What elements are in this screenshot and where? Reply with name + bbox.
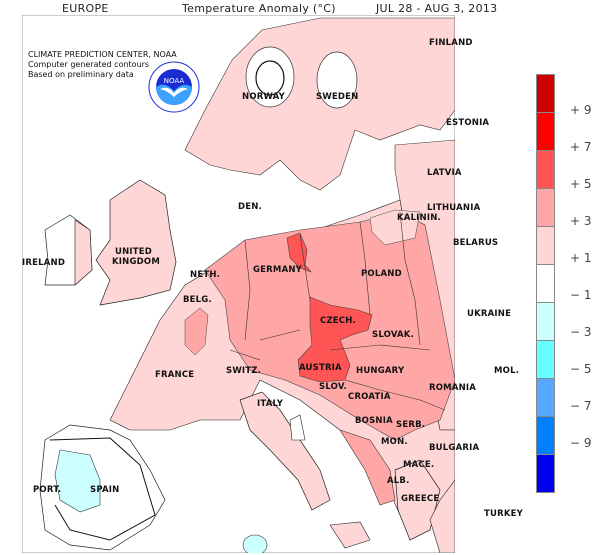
country-label: UKRAINE [467, 309, 512, 319]
color-legend [536, 74, 555, 493]
noaa-logo: NOAA [148, 61, 200, 113]
country-label: SERB. [396, 420, 426, 430]
legend-tick-label: + 9 [570, 103, 592, 117]
country-label: GERMANY [253, 265, 303, 275]
country-label: BELARUS [453, 238, 499, 248]
map-canvas [22, 15, 455, 553]
country-label: MACE. [403, 460, 435, 470]
country-label: IRELAND [22, 258, 66, 268]
legend-tick-label: − 9 [570, 436, 592, 450]
country-label: CZECH. [320, 316, 356, 326]
region-title: EUROPE [62, 2, 109, 15]
country-label: NETH. [190, 270, 221, 280]
country-label: PORT. [33, 485, 62, 495]
country-label: FINLAND [429, 38, 473, 48]
legend-swatch [536, 264, 555, 302]
date-range: JUL 28 - AUG 3, 2013 [376, 2, 498, 15]
country-label: ROMANIA [429, 383, 477, 393]
legend-swatch [536, 112, 555, 150]
legend-swatch [536, 454, 555, 493]
legend-swatch [536, 302, 555, 340]
country-label: SPAIN [90, 485, 120, 495]
country-label: BELG. [183, 295, 212, 305]
country-label: HUNGARY [356, 366, 405, 376]
country-label: BOSNIA [355, 416, 393, 426]
map-title: Temperature Anomaly (°C) [182, 2, 336, 15]
legend-swatch [536, 378, 555, 416]
legend-swatch [536, 340, 555, 378]
legend-tick-label: − 3 [570, 325, 592, 339]
country-label: ALB. [387, 476, 410, 486]
legend-swatch [536, 416, 555, 454]
country-label: KINGDOM [112, 257, 160, 267]
legend-swatch [536, 188, 555, 226]
country-label: UNITED [115, 247, 153, 257]
country-label: ESTONIA [446, 118, 490, 128]
legend-tick-label: − 5 [570, 362, 592, 376]
anomaly-map: NOAA [22, 15, 455, 553]
credit-line-2: Computer generated contours [28, 60, 150, 69]
country-label: LITHUANIA [427, 203, 481, 213]
country-label: SWEDEN [316, 92, 359, 102]
country-label: KALININ. [397, 213, 441, 223]
credit-line-1: CLIMATE PREDICTION CENTER, NOAA [28, 50, 177, 59]
legend-swatch [536, 226, 555, 264]
country-label: DEN. [238, 202, 263, 212]
country-label: NORWAY [242, 92, 285, 102]
legend-tick-label: + 1 [570, 251, 592, 265]
legend-tick-label: + 5 [570, 177, 592, 191]
svg-text:NOAA: NOAA [164, 77, 185, 85]
country-label: BULGARIA [429, 443, 480, 453]
legend-tick-label: − 1 [570, 288, 592, 302]
country-label: GREECE [401, 494, 440, 504]
country-label: SLOV. [319, 382, 347, 392]
country-label: ITALY [257, 399, 284, 409]
country-label: MOL. [494, 366, 520, 376]
country-label: TURKEY [484, 509, 523, 519]
country-label: CROATIA [348, 392, 391, 402]
legend-swatch [536, 150, 555, 188]
legend-swatch [536, 74, 555, 112]
legend-tick-label: + 3 [570, 214, 592, 228]
country-label: SWITZ. [226, 366, 262, 376]
legend-tick-label: − 7 [570, 399, 592, 413]
legend-tick-label: + 7 [570, 140, 592, 154]
country-label: LATVIA [427, 168, 462, 178]
country-label: SLOVAK. [372, 330, 415, 340]
country-label: AUSTRIA [299, 363, 342, 373]
credit-line-3: Based on preliminary data [28, 70, 134, 79]
country-label: POLAND [361, 269, 402, 279]
country-label: MON. [381, 437, 408, 447]
country-label: FRANCE [155, 370, 195, 380]
